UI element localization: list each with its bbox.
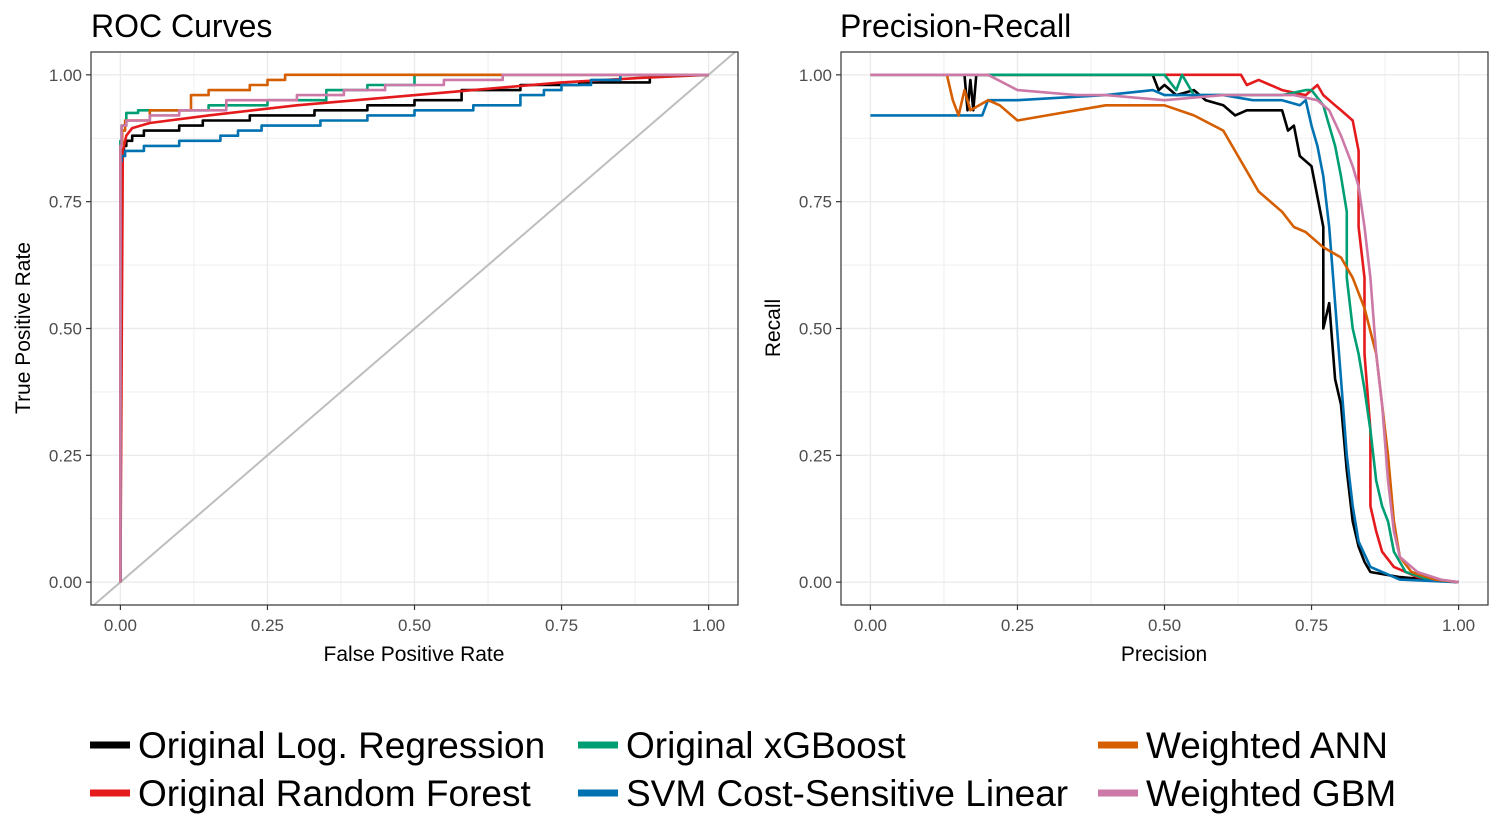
roc-series — [119, 73, 709, 583]
roc-series-original-random-forest — [119, 73, 709, 583]
pr-y-axis-title: Recall — [762, 299, 785, 357]
pr-x-tick-label: 0.50 — [1148, 616, 1181, 635]
roc-series-svm-cost-sensitive-linear — [119, 73, 709, 583]
pr-y-tick-label: 0.50 — [799, 320, 832, 339]
pr-y-tick-label: 0.00 — [799, 573, 832, 592]
legend-item-svm-cost-sensitive-linear: SVM Cost-Sensitive Linear — [578, 773, 1068, 814]
roc-x-tick-label: 0.25 — [251, 616, 284, 635]
roc-x-tick-label: 1.00 — [692, 616, 725, 635]
pr-series-original-random-forest — [870, 73, 1459, 584]
pr-y-tick-label: 0.75 — [799, 193, 832, 212]
roc-y-tick-label: 0.50 — [49, 320, 82, 339]
pr-title: Precision-Recall — [840, 8, 1071, 44]
legend-label-svm-cost-sensitive-linear: SVM Cost-Sensitive Linear — [626, 773, 1068, 814]
roc-ticks: 0.00 0.25 0.50 0.75 1.00 0.00 0.25 0.50 0.75 1.00 — [49, 66, 725, 635]
legend-label-weighted-gbm: Weighted GBM — [1146, 773, 1396, 814]
legend-label-original-xgboost: Original xGBoost — [626, 725, 906, 766]
pr-x-axis-title: Precision — [1121, 643, 1207, 666]
legend-item-weighted-gbm: Weighted GBM — [1098, 773, 1396, 814]
legend-item-weighted-ann: Weighted ANN — [1098, 725, 1388, 766]
pr-grid — [841, 52, 1488, 605]
pr-x-tick-label: 1.00 — [1442, 616, 1475, 635]
pr-panel: Precision-Recall 0.00 0.25 0.50 0.75 1.000.0… — [762, 8, 1489, 666]
legend-item-original-log-regression: Original Log. Regression — [90, 725, 545, 766]
roc-y-tick-label: 0.75 — [49, 193, 82, 212]
roc-panel: ROC Curves 0.00 0.25 0.50 0.75 1.000.000.250… — [12, 8, 739, 666]
pr-x-tick-label: 0.25 — [1001, 616, 1034, 635]
pr-series — [870, 73, 1459, 584]
roc-x-axis-title: False Positive Rate — [324, 643, 505, 666]
pr-x-tick-label: 0.75 — [1295, 616, 1328, 635]
pr-x-tick-label: 0.00 — [854, 616, 887, 635]
roc-diagonal-layer — [93, 51, 736, 606]
pr-y-tick-label: 0.25 — [799, 446, 832, 465]
roc-series-weighted-gbm — [119, 73, 709, 583]
roc-x-tick-label: 0.00 — [104, 616, 137, 635]
legend-label-weighted-ann: Weighted ANN — [1146, 725, 1388, 766]
legend-item-original-xgboost: Original xGBoost — [578, 725, 906, 766]
roc-y-tick-label: 1.00 — [49, 66, 82, 85]
roc-x-tick-label: 0.75 — [545, 616, 578, 635]
pr-series-weighted-gbm — [870, 73, 1459, 584]
pr-y-tick-label: 1.00 — [799, 66, 832, 85]
roc-title: ROC Curves — [91, 8, 272, 44]
roc-diagonal-line — [93, 51, 736, 606]
legend-item-original-random-forest: Original Random Forest — [90, 773, 531, 814]
pr-ticks: 0.00 0.25 0.50 0.75 1.00 0.00 0.25 0.50 0.75 1.00 — [799, 66, 1475, 635]
pr-series-weighted-ann — [945, 74, 1459, 584]
roc-y-tick-label: 0.25 — [49, 446, 82, 465]
legend: Original Log. Regression Original Random … — [90, 725, 1396, 814]
legend-label-original-random-forest: Original Random Forest — [138, 773, 531, 814]
roc-y-axis-title: True Positive Rate — [12, 242, 35, 414]
roc-x-tick-label: 0.50 — [398, 616, 431, 635]
legend-label-original-log-regression: Original Log. Regression — [138, 725, 545, 766]
roc-y-tick-label: 0.00 — [49, 573, 82, 592]
pr-series-original-log-regression — [963, 73, 1459, 584]
